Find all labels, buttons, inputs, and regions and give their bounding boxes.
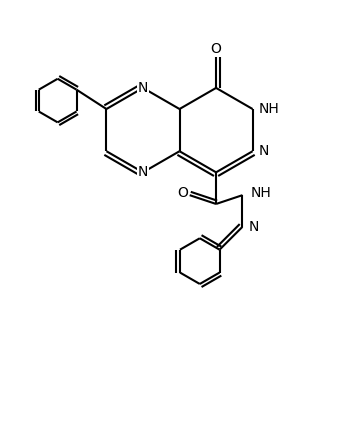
Text: N: N xyxy=(249,220,259,234)
Text: O: O xyxy=(210,42,221,56)
Text: N: N xyxy=(259,144,269,158)
Text: N: N xyxy=(138,165,148,179)
Text: NH: NH xyxy=(250,187,271,200)
Text: N: N xyxy=(138,81,148,95)
Text: NH: NH xyxy=(259,102,280,116)
Text: O: O xyxy=(177,187,188,200)
